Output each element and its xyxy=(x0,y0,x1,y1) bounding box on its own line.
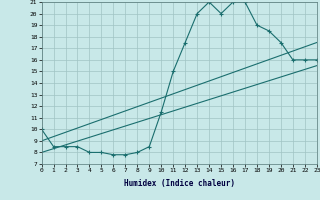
X-axis label: Humidex (Indice chaleur): Humidex (Indice chaleur) xyxy=(124,179,235,188)
